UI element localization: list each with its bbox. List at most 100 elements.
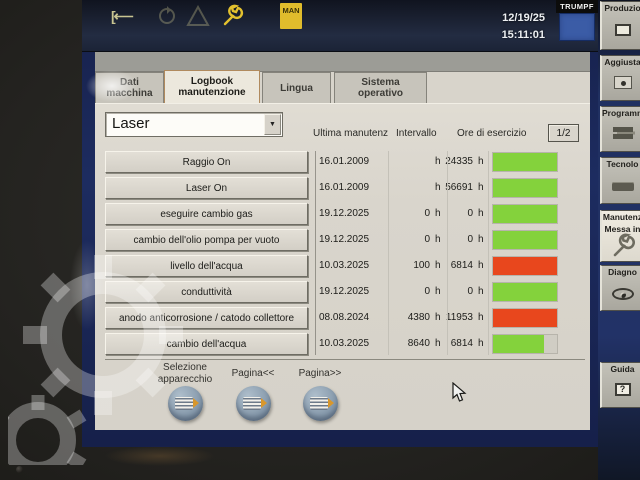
tab-logbook-manutenzione[interactable]: Logbook manutenzione [164, 70, 260, 103]
status-bar-track [492, 256, 558, 276]
screen: [⟵ MAN 12/19/25 15:11:01 Dati macchina L… [82, 0, 598, 447]
table-row: anodo anticorrosione / catodo collettore… [95, 307, 590, 329]
interval-unit: h [435, 208, 441, 219]
page-back-label: Pagina<< [231, 368, 275, 379]
interval-value: 0 [424, 208, 430, 219]
softkey-produzione[interactable]: Produzio [600, 1, 640, 50]
status-bar [493, 283, 557, 301]
column-header-operating-hours: Ore di esercizio [457, 128, 527, 139]
table-bottom-line [105, 359, 585, 360]
interval-value: 0 [424, 286, 430, 297]
interval-unit: h [435, 286, 441, 297]
page-forward-label: Pagina>> [298, 368, 342, 379]
trumpf-logo: TRUMPF [556, 0, 598, 41]
status-bar-track [492, 178, 558, 198]
eye-icon [611, 288, 634, 300]
operating-hours-value: 0 [467, 286, 473, 297]
softkey-guida[interactable]: Guida ? [600, 362, 640, 408]
interval-value: 0 [424, 234, 430, 245]
device-selection-label: Selezione apparecchio [157, 362, 213, 385]
last-maintenance-date: 16.01.2009 [319, 156, 370, 167]
trumpf-logo-square [559, 13, 595, 41]
grid-line [388, 151, 389, 355]
slab-icon [611, 182, 634, 191]
operating-hours-unit: h [478, 312, 484, 323]
operating-hours-value: 6814 [450, 260, 473, 271]
status-bar-track [492, 282, 558, 302]
status-bar [493, 179, 557, 197]
operating-hours-value: 24335 [445, 156, 473, 167]
wrench-icon [221, 3, 245, 29]
maintenance-item-button[interactable]: livello dell'acqua [105, 255, 308, 277]
softkey-manutenzione[interactable]: Manutenz Messa in [600, 210, 640, 262]
softkey-tecnologia[interactable]: Tecnolo [600, 157, 640, 204]
table-row: cambio dell'olio pompa per vuoto 19.12.20… [95, 229, 590, 251]
page-back-button[interactable] [236, 386, 271, 421]
list-icon [175, 397, 193, 410]
speaker-triangle-icon [261, 398, 267, 408]
status-bar [493, 231, 557, 249]
operating-hours-value: 0 [467, 234, 473, 245]
maintenance-table-body: Raggio On 16.01.2009 h 24335 h Laser On 16.01.… [95, 104, 590, 430]
table-row: Laser On 16.01.2009 h 56691 h [95, 177, 590, 199]
status-bar-track [492, 204, 558, 224]
status-bar-track [492, 152, 558, 172]
bezel-screw [16, 466, 23, 473]
maintenance-item-button[interactable]: cambio dell'acqua [105, 333, 308, 355]
softkey-diagnosi[interactable]: Diagno [600, 265, 640, 311]
list-icon [310, 397, 328, 410]
status-bar [493, 257, 557, 275]
device-selection-button[interactable] [168, 386, 203, 421]
softkey-aggiustaggio[interactable]: Aggiusta [600, 55, 640, 101]
operating-hours-unit: h [478, 286, 484, 297]
clamp-bracket-icon: [⟵ [111, 7, 134, 24]
stack-icon [612, 127, 633, 132]
page-indicator-button[interactable]: 1/2 [548, 124, 579, 142]
status-strip: [⟵ MAN 12/19/25 15:11:01 [82, 0, 598, 52]
device-select[interactable]: Laser ▼ [105, 112, 283, 137]
last-maintenance-date: 10.03.2025 [319, 260, 370, 271]
interval-value: 8640 [407, 338, 430, 349]
softkey-column: Produzio Aggiusta Programm Tecnolo Manut… [598, 0, 640, 480]
status-bar-track [492, 308, 558, 328]
operating-hours-unit: h [478, 234, 484, 245]
smudge [105, 446, 215, 466]
operating-hours-unit: h [478, 260, 484, 271]
datetime: 12/19/25 15:11:01 [502, 10, 545, 44]
speaker-triangle-icon [193, 398, 199, 408]
manual-mode-badge: MAN [280, 3, 302, 29]
interval-unit: h [435, 182, 441, 193]
rotate-icon [156, 3, 178, 29]
operating-hours-value: 0 [467, 208, 473, 219]
operating-hours-value: 11953 [445, 312, 473, 323]
operating-hours-unit: h [478, 182, 484, 193]
maintenance-item-button[interactable]: cambio dell'olio pompa per vuoto [105, 229, 308, 251]
column-header-last-maintenance: Ultima manutenz [313, 128, 389, 139]
operating-hours-value: 56691 [445, 182, 473, 193]
grid-line [488, 151, 489, 355]
interval-unit: h [435, 234, 441, 245]
tab-dati-macchina[interactable]: Dati macchina [95, 72, 164, 103]
interval-unit: h [435, 156, 441, 167]
tab-lingua[interactable]: Lingua [262, 72, 331, 103]
hmi-window: Dati macchina Logbook manutenzione Lingu… [95, 52, 590, 430]
interval-value: 4380 [407, 312, 430, 323]
tab-sistema-operativo[interactable]: Sistema operativo [334, 72, 427, 103]
chevron-down-icon[interactable]: ▼ [264, 114, 281, 135]
maintenance-item-button[interactable]: conduttività [105, 281, 308, 303]
grid-line [447, 151, 448, 355]
last-maintenance-date: 19.12.2025 [319, 208, 370, 219]
table-row: eseguire cambio gas 19.12.2025 0 h 0 h [95, 203, 590, 225]
maintenance-item-button[interactable]: eseguire cambio gas [105, 203, 308, 225]
maintenance-item-button[interactable]: Laser On [105, 177, 308, 199]
maintenance-item-button[interactable]: Raggio On [105, 151, 308, 173]
column-header-interval: Intervallo [396, 128, 437, 139]
table-row: Raggio On 16.01.2009 h 24335 h [95, 151, 590, 173]
status-bar [493, 205, 557, 223]
status-bar [493, 309, 557, 327]
page-forward-button[interactable] [303, 386, 338, 421]
maintenance-item-button[interactable]: anodo anticorrosione / catodo collettore [105, 307, 308, 329]
help-icon: ? [614, 383, 631, 396]
softkey-programmazione[interactable]: Programm [600, 106, 640, 152]
